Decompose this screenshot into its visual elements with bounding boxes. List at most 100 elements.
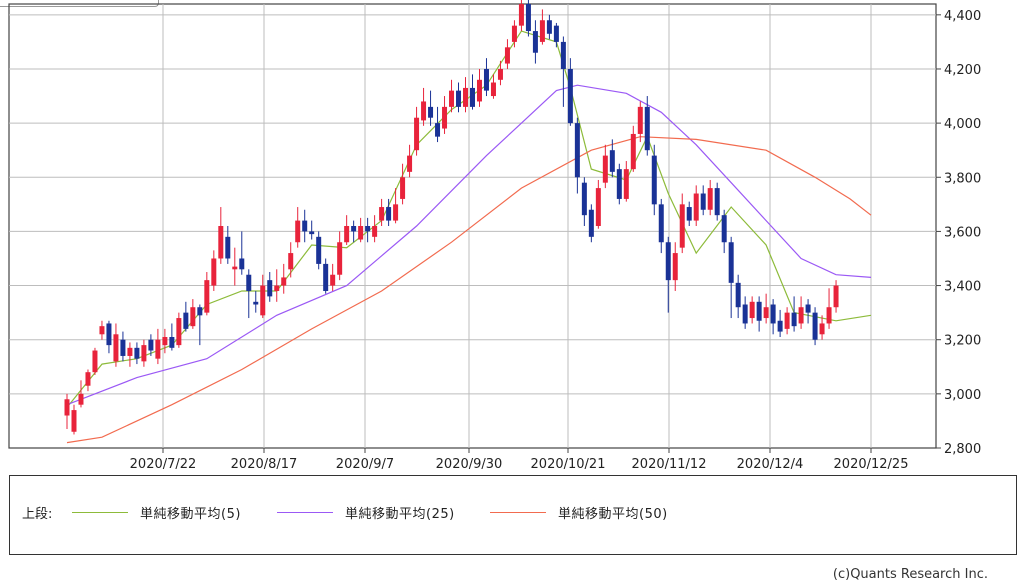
- candle-body: [693, 193, 699, 221]
- candle-body: [749, 301, 755, 319]
- candle-body: [595, 188, 601, 226]
- candle-body: [372, 226, 378, 237]
- y-tick-label: 3,600: [944, 225, 981, 240]
- candle-body: [330, 274, 336, 286]
- candle-body: [658, 204, 664, 243]
- candle-body: [358, 226, 364, 240]
- x-tick-label: 2020/11/12: [632, 457, 707, 472]
- candle-body: [421, 101, 427, 121]
- candle-body: [714, 188, 720, 216]
- y-tick-label: 3,200: [944, 334, 981, 349]
- candle-body: [630, 133, 636, 170]
- candle-body: [449, 90, 455, 107]
- candle-body: [833, 285, 839, 308]
- candle-body: [497, 68, 503, 80]
- y-tick-label: 4,000: [944, 117, 981, 132]
- ma-line-sma25: [66, 84, 872, 406]
- x-tick-label: 2020/9/7: [336, 457, 394, 472]
- ma-line-sma50: [66, 136, 872, 444]
- candle-body: [777, 320, 783, 332]
- candle-body: [428, 106, 434, 118]
- legend-label-sma25: 単純移動平均(25): [345, 506, 455, 522]
- candle-body: [805, 304, 811, 313]
- ma-line-sma5: [66, 30, 872, 408]
- candle-body: [581, 182, 587, 216]
- candle-body: [253, 301, 259, 305]
- candle-body: [400, 177, 406, 199]
- candle-body: [442, 106, 448, 129]
- candle-body: [148, 339, 154, 351]
- candle-body: [770, 304, 776, 324]
- candle-body: [616, 169, 622, 199]
- candle-body: [539, 20, 545, 42]
- candle-body: [707, 188, 713, 210]
- y-tick-label: 4,400: [944, 9, 981, 24]
- candle-body: [246, 274, 252, 291]
- legend-label-sma50: 単純移動平均(50): [558, 506, 668, 522]
- candle-body: [672, 253, 678, 281]
- candle-body: [288, 253, 294, 270]
- candle-body: [456, 90, 462, 107]
- candle-body: [700, 193, 706, 210]
- candle-body: [574, 123, 580, 178]
- legend-prefix: 上段:: [22, 507, 53, 522]
- x-tick-label: 2020/12/25: [834, 457, 909, 472]
- candle-body: [120, 339, 126, 356]
- x-tick-label: 2020/9/30: [436, 457, 503, 472]
- candle-body: [64, 399, 70, 416]
- candle-body: [393, 204, 399, 221]
- candle-body: [735, 282, 741, 308]
- candlestick-chart: 2,800 3,000 3,200 3,400 3,600 3,800 4,000 4,200…: [8, 0, 981, 472]
- candle-body: [379, 207, 385, 221]
- candle-body: [651, 155, 657, 205]
- candle-body: [483, 68, 489, 91]
- candle-body: [728, 242, 734, 283]
- candle-body: [637, 106, 643, 134]
- candle-body: [162, 337, 168, 346]
- candle-body: [197, 307, 203, 316]
- candle-body: [295, 220, 301, 243]
- candle-body: [553, 25, 559, 42]
- candle-body: [511, 25, 517, 42]
- y-tick-label: 3,800: [944, 171, 981, 186]
- candle-body: [784, 312, 790, 329]
- candle-body: [211, 258, 217, 286]
- candle-body: [176, 318, 182, 346]
- candle-body: [337, 242, 343, 275]
- candle-body: [127, 347, 133, 356]
- x-tick-label: 2020/12/4: [737, 457, 804, 472]
- legend-swatch-sma5: [72, 511, 128, 513]
- candle-body: [344, 226, 350, 243]
- candle-body: [169, 337, 175, 348]
- candle-body: [469, 87, 475, 107]
- candle-body: [504, 47, 510, 64]
- candle-body: [71, 410, 77, 432]
- candle-body: [281, 277, 287, 286]
- candle-body: [756, 301, 762, 321]
- x-tick-label: 2020/8/17: [231, 457, 298, 472]
- candle-body: [407, 155, 413, 172]
- candle-body: [609, 150, 615, 172]
- candle-body: [365, 226, 371, 232]
- candle-body: [721, 215, 727, 243]
- candle-body: [826, 307, 832, 324]
- candle-body: [812, 312, 818, 340]
- candle-body: [232, 266, 238, 270]
- candle-body: [791, 312, 797, 327]
- candle-body: [490, 82, 496, 97]
- candle-body: [92, 350, 98, 373]
- candle-body: [267, 280, 273, 297]
- candle-body: [316, 236, 322, 264]
- candle-body: [239, 258, 245, 270]
- candle-body: [190, 307, 196, 327]
- legend-label-sma5: 単純移動平均(5): [140, 506, 241, 522]
- candle-body: [798, 307, 804, 324]
- legend-item-sma5: 単純移動平均(5): [72, 503, 241, 522]
- legend-swatch-sma25: [277, 511, 333, 513]
- candle-body: [518, 4, 524, 26]
- candle-body: [742, 304, 748, 324]
- candle-body: [351, 226, 357, 232]
- candle-body: [819, 323, 825, 335]
- candle-body: [560, 41, 566, 69]
- x-tick-label: 2020/7/22: [130, 457, 197, 472]
